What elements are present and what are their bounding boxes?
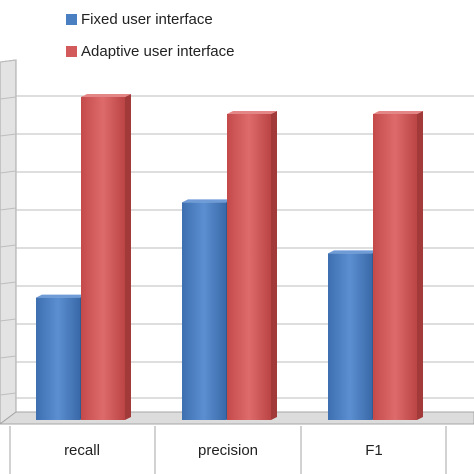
bar-side xyxy=(271,111,277,420)
side-grid-line xyxy=(0,96,17,100)
side-grid-line xyxy=(0,170,17,174)
x-tick-label: recall xyxy=(64,442,100,459)
bar xyxy=(328,253,372,420)
legend-label-adaptive: Adaptive user interface xyxy=(81,43,234,60)
bar-side xyxy=(417,111,423,420)
side-grid-line xyxy=(0,59,17,63)
side-grid-line xyxy=(0,392,17,396)
bar-top xyxy=(182,199,232,203)
side-grid-line xyxy=(0,133,17,137)
bar-side xyxy=(125,94,131,420)
bar-top xyxy=(373,111,423,114)
bar-top xyxy=(328,250,378,254)
side-grid-line xyxy=(0,207,17,211)
bar xyxy=(81,97,125,420)
side-grid-line xyxy=(0,355,17,359)
bar xyxy=(182,202,226,420)
bar-top xyxy=(227,111,277,114)
side-grid-line xyxy=(0,281,17,285)
x-axis-ticks: recall precision F1 xyxy=(9,426,447,474)
x-tick-label: precision xyxy=(198,442,258,459)
bar xyxy=(373,114,417,420)
bar-top xyxy=(36,294,86,298)
bars xyxy=(36,94,423,420)
side-grid-line xyxy=(0,318,17,322)
bar xyxy=(36,297,80,420)
legend-swatch-adaptive xyxy=(66,46,77,57)
side-grid-line xyxy=(0,244,17,248)
legend-swatch-fixed xyxy=(66,14,77,25)
plot-side-wall xyxy=(0,59,17,425)
x-tick-label: F1 xyxy=(365,442,383,459)
legend-label-fixed: Fixed user interface xyxy=(81,11,213,28)
bar-top xyxy=(81,94,131,97)
legend: Fixed user interface Adaptive user inter… xyxy=(66,11,234,60)
bar xyxy=(227,114,271,420)
